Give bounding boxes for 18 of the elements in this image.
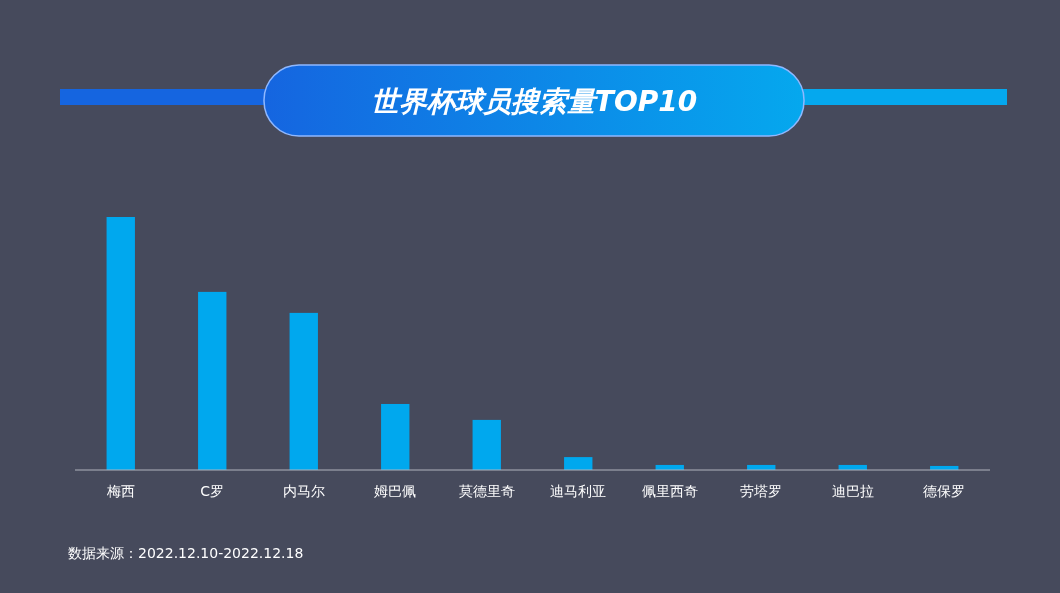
x-tick-label: 佩里西奇 [641,483,698,499]
bar [289,312,318,470]
x-tick-label: 梅西 [105,483,135,499]
x-tick-label: 德保罗 [923,483,966,499]
x-tick-label: 劳塔罗 [740,483,783,499]
source-note: 数据来源：2022.12.10-2022.12.18 [68,545,304,561]
bar [381,403,410,470]
bar [198,291,227,470]
x-tick-label: 姆巴佩 [374,483,417,499]
bar [472,419,501,470]
bar [564,457,593,470]
x-tick-label: 莫德里奇 [458,483,515,499]
bar [106,217,135,470]
x-tick-label: 内马尔 [282,483,325,499]
chart-title: 世界杯球员搜索量TOP10 [370,85,698,118]
x-tick-label: 迪巴拉 [831,483,874,499]
x-tick-label: 迪马利亚 [550,483,607,499]
x-tick-label: C罗 [200,483,225,499]
